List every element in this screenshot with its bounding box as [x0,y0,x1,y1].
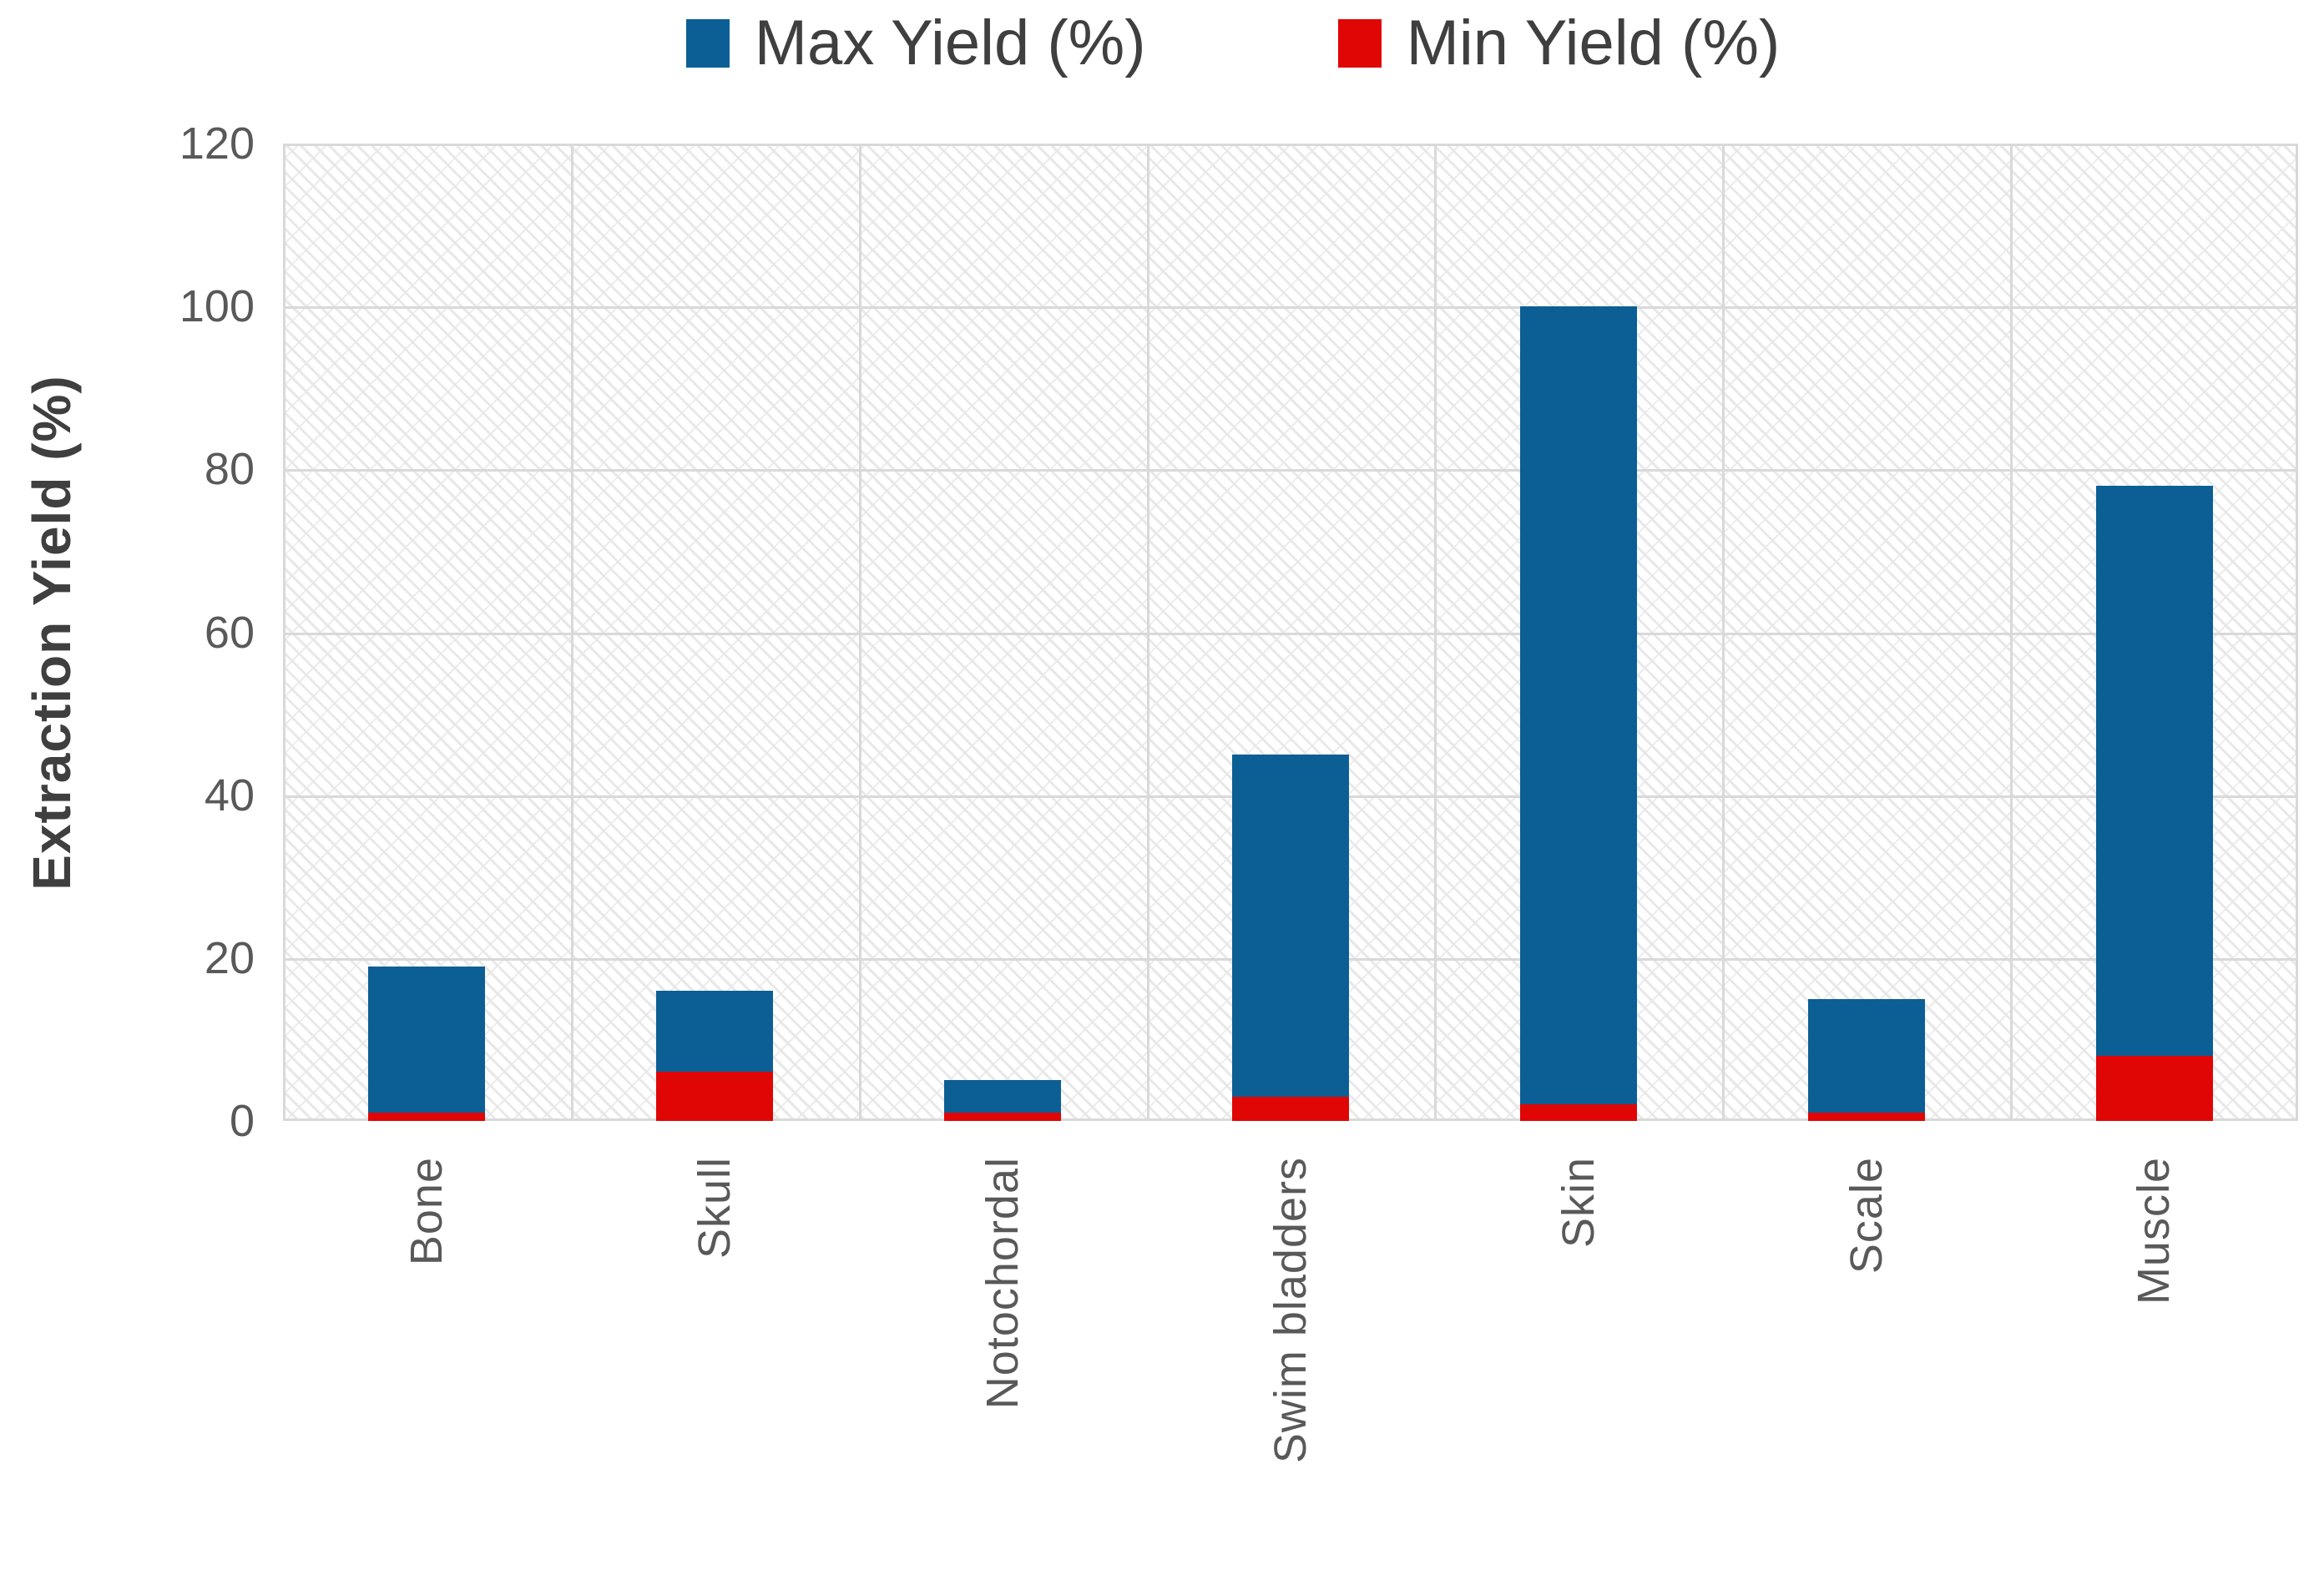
legend-label-min-yield: Min Yield (%) [1406,8,1781,78]
bar-max-yield-muscle [2095,485,2213,1121]
y-tick-label-120: 120 [179,119,255,169]
y-tick-label-60: 60 [204,607,255,658]
bar-min-yield-muscle [2095,1055,2213,1121]
y-tick-label-0: 0 [229,1096,255,1146]
x-label-cell-0: Bone [283,1157,571,1463]
legend-label-max-yield: Max Yield (%) [754,8,1146,78]
x-category-label-skull: Skull [690,1157,740,1260]
legend-item-max-yield: Max Yield (%) [685,7,1146,79]
gridline-x-4 [1434,144,1437,1121]
bar-max-yield-scale [1807,998,1925,1121]
bar-min-yield-scale [1807,1113,1925,1121]
x-category-label-scale: Scale [1841,1157,1892,1275]
gridline-y-80 [283,469,2298,472]
y-tick-label-80: 80 [204,444,255,495]
gridline-x-1 [570,144,573,1121]
x-category-label-muscle: Muscle [2129,1157,2180,1305]
bar-max-yield-bone [368,966,486,1121]
x-label-cell-4: Skin [1434,1157,1722,1463]
y-tick-label-40: 40 [204,770,255,820]
bar-min-yield-notochordal [944,1113,1062,1121]
bar-max-yield-swim-bladders [1232,754,1349,1121]
gridline-x-5 [1722,144,1725,1121]
y-tick-label-100: 100 [179,281,255,332]
red-square-icon [1337,18,1382,68]
bar-min-yield-skull [656,1072,774,1121]
bar-min-yield-bone [368,1113,486,1121]
gridline-y-120 [283,144,2298,146]
x-axis-category-labels: Bone Skull Notochordal Swim bladders Skin Sca… [283,1157,2298,1463]
gridline-x-6 [2010,144,2013,1121]
x-label-cell-2: Notochordal [859,1157,1147,1463]
gridline-y-60 [283,632,2298,635]
gridline-x-3 [1146,144,1149,1121]
chart-legend: Max Yield (%) Min Yield (%) [71,7,2324,79]
blue-square-icon [685,18,730,68]
y-tick-label-20: 20 [204,932,255,983]
x-category-label-bone: Bone [402,1157,452,1266]
x-category-label-skin: Skin [1553,1157,1604,1249]
bar-max-yield-skin [1519,306,1637,1121]
x-label-cell-5: Scale [1722,1157,2010,1463]
gridline-x-7 [2296,144,2298,1121]
bar-min-yield-skin [1519,1104,1637,1121]
x-label-cell-1: Skull [571,1157,859,1463]
plot-area [283,144,2298,1121]
x-label-cell-3: Swim bladders [1147,1157,1435,1463]
x-category-label-swim-bladders: Swim bladders [1265,1157,1316,1464]
x-category-label-notochordal: Notochordal [978,1157,1028,1410]
bar-min-yield-swim-bladders [1232,1096,1349,1121]
gridline-x-0 [283,144,285,1121]
legend-item-min-yield: Min Yield (%) [1337,7,1781,79]
gridline-x-2 [858,144,861,1121]
x-label-cell-6: Muscle [2010,1157,2298,1463]
gridline-y-100 [283,306,2298,310]
